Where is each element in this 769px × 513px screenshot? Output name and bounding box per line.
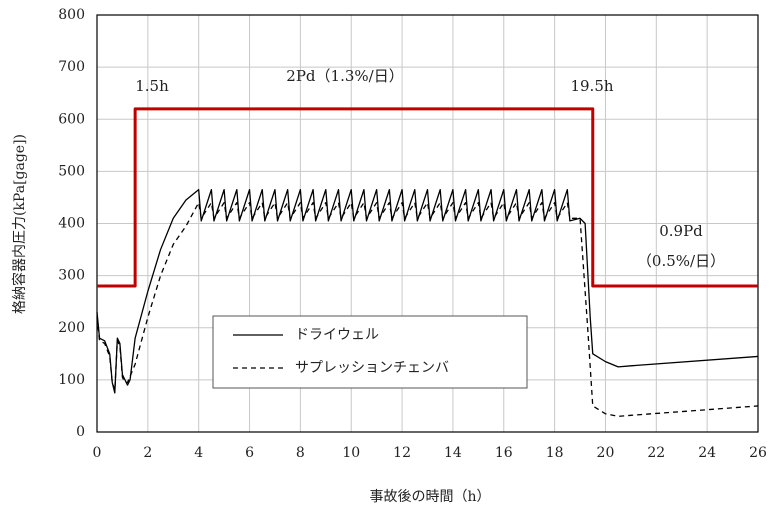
legend-box [212, 315, 528, 389]
y-tick-label: 700 [58, 59, 85, 75]
annotation: 1.5h [135, 77, 169, 95]
x-tick-label: 8 [296, 445, 305, 461]
x-tick-label: 4 [194, 445, 203, 461]
plot-frame [96, 14, 759, 433]
x-tick-label: 16 [495, 445, 513, 461]
annotation: （0.5%/日） [637, 252, 725, 270]
y-tick-label: 300 [58, 268, 85, 284]
annotation: 0.9Pd [659, 222, 703, 240]
series-line [97, 107, 758, 288]
x-tick-label: 18 [546, 445, 564, 461]
y-tick-label: 600 [58, 111, 85, 127]
y-tick-label: 800 [58, 7, 85, 23]
x-tick-label: 22 [647, 445, 665, 461]
x-tick-label: 14 [444, 445, 462, 461]
y-tick-label: 500 [58, 163, 85, 179]
annotation: 19.5h [570, 77, 613, 95]
x-tick-label: 24 [698, 445, 716, 461]
x-tick-label: 26 [749, 445, 767, 461]
y-tick-label: 200 [58, 320, 85, 336]
y-tick-label: 400 [58, 216, 85, 232]
x-tick-label: 2 [143, 445, 152, 461]
x-tick-label: 20 [597, 445, 615, 461]
y-tick-label: 100 [58, 372, 85, 388]
annotation: 2Pd（1.3%/日） [286, 67, 403, 85]
series-line [96, 188, 759, 394]
legend-label: ドライウェル [295, 327, 379, 343]
x-tick-label: 6 [245, 445, 254, 461]
series-line [96, 202, 759, 418]
y-axis-label: 格納容器内圧力(kPa[gage]) [11, 134, 28, 314]
y-tick-label: 0 [76, 424, 85, 440]
x-tick-label: 0 [93, 445, 102, 461]
x-tick-label: 10 [342, 445, 360, 461]
x-tick-label: 12 [393, 445, 411, 461]
legend-label: サプレッションチェンバ [295, 360, 449, 376]
x-axis-label: 事故後の時間（h） [369, 489, 490, 505]
